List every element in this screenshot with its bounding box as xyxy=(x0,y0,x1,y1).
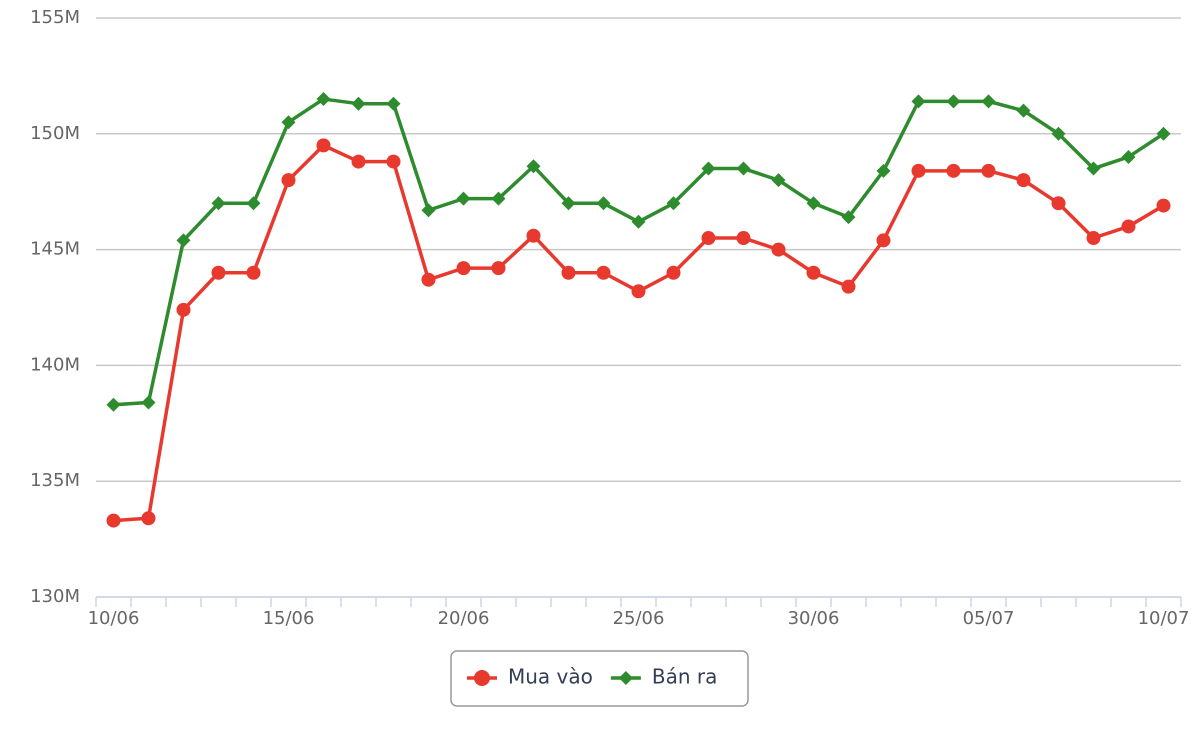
legend-marker[interactable] xyxy=(618,671,633,685)
x-tick-label: 30/06 xyxy=(788,608,840,629)
data-point xyxy=(386,96,401,111)
data-point xyxy=(316,92,331,107)
x-tick-label: 10/06 xyxy=(88,608,140,629)
data-point xyxy=(946,163,961,178)
x-tick-label: 10/07 xyxy=(1138,608,1190,629)
data-point xyxy=(106,397,121,412)
data-point xyxy=(1016,173,1031,188)
data-point xyxy=(1016,103,1031,118)
data-point xyxy=(316,138,331,153)
data-point xyxy=(736,161,751,176)
data-point xyxy=(876,233,891,248)
data-point xyxy=(526,228,541,243)
legend-label[interactable]: Bán ra xyxy=(652,665,718,689)
data-point xyxy=(491,191,506,206)
data-point xyxy=(141,395,156,410)
data-point xyxy=(701,161,716,176)
data-point xyxy=(806,265,821,280)
data-point xyxy=(561,196,576,211)
y-tick-label: 140M xyxy=(30,354,80,375)
data-point xyxy=(946,94,961,109)
data-point xyxy=(176,302,191,317)
data-point xyxy=(281,173,296,188)
data-point xyxy=(666,265,681,280)
data-point xyxy=(456,261,471,276)
data-point xyxy=(771,242,786,257)
data-point xyxy=(841,279,856,294)
data-point xyxy=(981,163,996,178)
y-tick-label: 150M xyxy=(30,123,80,144)
data-point xyxy=(911,163,926,178)
data-point xyxy=(666,196,681,211)
data-point xyxy=(456,191,471,206)
data-point xyxy=(421,272,436,287)
data-point xyxy=(281,115,296,130)
data-point xyxy=(876,163,891,178)
legend-label[interactable]: Mua vào xyxy=(508,665,593,689)
data-point xyxy=(561,265,576,280)
data-point xyxy=(631,214,646,229)
series-line xyxy=(113,97,1165,407)
y-tick-label: 145M xyxy=(30,239,80,260)
data-point xyxy=(141,511,156,526)
data-point xyxy=(771,173,786,188)
y-tick-label: 130M xyxy=(30,586,80,607)
x-tick-label: 15/06 xyxy=(263,608,315,629)
data-point xyxy=(596,196,611,211)
legend-box xyxy=(450,650,749,707)
data-point xyxy=(701,231,716,246)
data-point xyxy=(736,231,751,246)
data-point xyxy=(596,265,611,280)
data-point xyxy=(631,284,646,299)
data-point xyxy=(351,154,366,169)
data-point xyxy=(421,203,436,218)
data-point xyxy=(841,210,856,225)
data-point xyxy=(246,265,261,280)
data-point xyxy=(1086,231,1101,246)
data-point xyxy=(211,265,226,280)
data-point xyxy=(246,196,261,211)
y-tick-label: 155M xyxy=(30,7,80,28)
x-tick-label: 05/07 xyxy=(963,608,1015,629)
series-line xyxy=(113,143,1165,523)
data-point xyxy=(1156,198,1171,213)
data-point xyxy=(491,261,506,276)
data-point xyxy=(106,513,121,528)
legend-marker[interactable] xyxy=(474,670,490,686)
data-point xyxy=(386,154,401,169)
data-point xyxy=(1121,149,1136,164)
data-point xyxy=(1121,219,1136,234)
data-point xyxy=(911,94,926,109)
data-point xyxy=(351,96,366,111)
data-point xyxy=(1156,126,1171,141)
x-tick-label: 20/06 xyxy=(438,608,490,629)
data-point xyxy=(526,159,541,174)
data-point xyxy=(806,196,821,211)
data-point xyxy=(211,196,226,211)
data-point xyxy=(176,233,191,248)
data-point xyxy=(1086,161,1101,176)
y-tick-label: 135M xyxy=(30,470,80,491)
x-tick-label: 25/06 xyxy=(613,608,665,629)
data-point xyxy=(981,94,996,109)
data-point xyxy=(1051,196,1066,211)
data-point xyxy=(1051,126,1066,141)
